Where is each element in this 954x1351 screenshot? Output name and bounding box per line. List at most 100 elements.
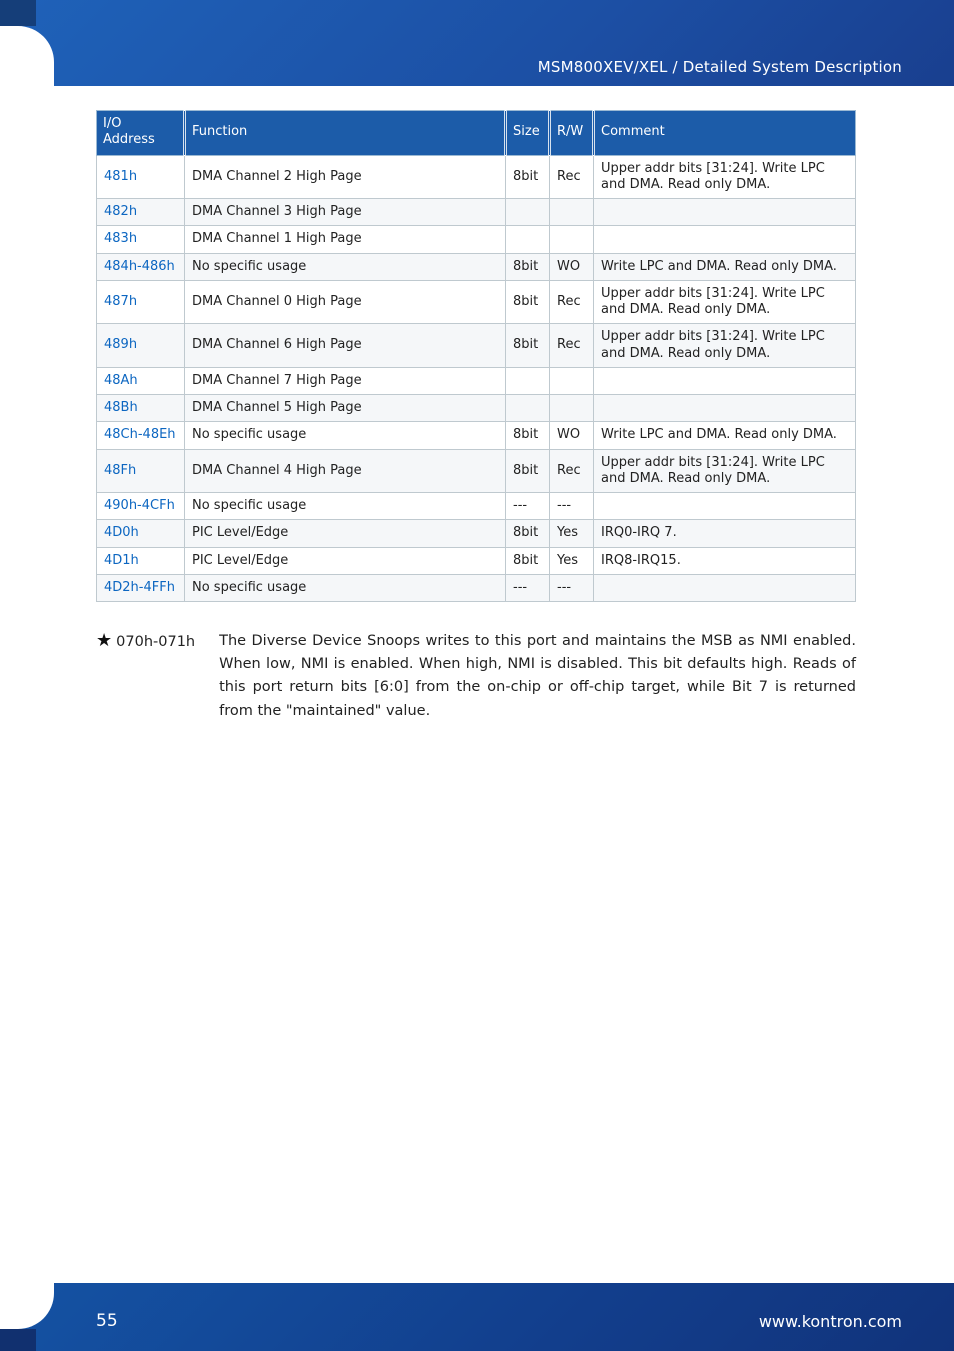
cell-function: No specific usage [185, 253, 506, 280]
cell-rw [550, 199, 594, 226]
cell-size: --- [506, 574, 550, 601]
cell-function: DMA Channel 0 High Page [185, 280, 506, 324]
cell-io-address: 48Fh [97, 449, 185, 493]
cell-function: DMA Channel 3 High Page [185, 199, 506, 226]
cell-size: 8bit [506, 547, 550, 574]
table-row: 48AhDMA Channel 7 High Page [97, 367, 856, 394]
cell-comment [594, 395, 856, 422]
cell-rw [550, 226, 594, 253]
table-row: 48BhDMA Channel 5 High Page [97, 395, 856, 422]
cell-size: 8bit [506, 253, 550, 280]
cell-comment: IRQ0-IRQ 7. [594, 520, 856, 547]
footnote-body: The Diverse Device Snoops writes to this… [219, 630, 856, 723]
cell-io-address: 489h [97, 324, 185, 368]
cell-size: --- [506, 493, 550, 520]
cell-size [506, 199, 550, 226]
footnote: ★070h-071h The Diverse Device Snoops wri… [96, 630, 856, 723]
star-icon: ★ [96, 630, 112, 651]
cell-comment [594, 493, 856, 520]
cell-io-address: 483h [97, 226, 185, 253]
table-row: 48Ch-48EhNo specific usage8bitWOWrite LP… [97, 422, 856, 449]
cell-function: DMA Channel 6 High Page [185, 324, 506, 368]
table-row: 481hDMA Channel 2 High Page8bitRecUpper … [97, 155, 856, 199]
cell-size [506, 395, 550, 422]
cell-rw: Yes [550, 520, 594, 547]
cell-rw [550, 367, 594, 394]
cell-size: 8bit [506, 520, 550, 547]
cell-rw: --- [550, 574, 594, 601]
cell-function: DMA Channel 7 High Page [185, 367, 506, 394]
cell-function: PIC Level/Edge [185, 520, 506, 547]
cell-comment: Upper addr bits [31:24]. Write LPC and D… [594, 324, 856, 368]
table-row: 48FhDMA Channel 4 High Page8bitRecUpper … [97, 449, 856, 493]
cell-io-address: 48Ah [97, 367, 185, 394]
cell-io-address: 4D1h [97, 547, 185, 574]
cell-comment: Write LPC and DMA. Read only DMA. [594, 422, 856, 449]
th-size: Size [506, 111, 550, 156]
table-row: 483hDMA Channel 1 High Page [97, 226, 856, 253]
footnote-ref: ★070h-071h [96, 630, 195, 654]
cell-size: 8bit [506, 280, 550, 324]
table-row: 490h-4CFhNo specific usage------ [97, 493, 856, 520]
header-spine [0, 0, 36, 26]
cell-rw: Rec [550, 449, 594, 493]
cell-size: 8bit [506, 324, 550, 368]
io-address-table: I/O Address Function Size R/W Comment 48… [96, 110, 856, 602]
cell-function: DMA Channel 4 High Page [185, 449, 506, 493]
cell-function: No specific usage [185, 493, 506, 520]
cell-rw: WO [550, 253, 594, 280]
cell-rw: Rec [550, 324, 594, 368]
cell-function: DMA Channel 2 High Page [185, 155, 506, 199]
cell-comment [594, 367, 856, 394]
table-row: 484h-486hNo specific usage8bitWOWrite LP… [97, 253, 856, 280]
cell-comment: Upper addr bits [31:24]. Write LPC and D… [594, 449, 856, 493]
cell-rw: Yes [550, 547, 594, 574]
table-row: 4D1hPIC Level/Edge8bitYesIRQ8-IRQ15. [97, 547, 856, 574]
th-io-address: I/O Address [97, 111, 185, 156]
cell-size [506, 367, 550, 394]
cell-rw [550, 395, 594, 422]
cell-comment [594, 574, 856, 601]
cell-comment: Upper addr bits [31:24]. Write LPC and D… [594, 155, 856, 199]
cell-io-address: 481h [97, 155, 185, 199]
cell-size [506, 226, 550, 253]
cell-comment [594, 199, 856, 226]
cell-comment: IRQ8-IRQ15. [594, 547, 856, 574]
table-row: 482hDMA Channel 3 High Page [97, 199, 856, 226]
cell-function: PIC Level/Edge [185, 547, 506, 574]
cell-rw: --- [550, 493, 594, 520]
cell-function: No specific usage [185, 422, 506, 449]
th-function: Function [185, 111, 506, 156]
cell-comment [594, 226, 856, 253]
cell-io-address: 4D0h [97, 520, 185, 547]
page-title: MSM800XEV/XEL / Detailed System Descript… [538, 58, 902, 76]
content-column: I/O Address Function Size R/W Comment 48… [96, 110, 856, 723]
footnote-ref-text: 070h-071h [116, 634, 195, 650]
cell-rw: Rec [550, 280, 594, 324]
footer-site: www.kontron.com [759, 1312, 902, 1331]
cell-function: DMA Channel 5 High Page [185, 395, 506, 422]
th-rw: R/W [550, 111, 594, 156]
cell-rw: Rec [550, 155, 594, 199]
cell-io-address: 484h-486h [97, 253, 185, 280]
table-header-row: I/O Address Function Size R/W Comment [97, 111, 856, 156]
cell-io-address: 490h-4CFh [97, 493, 185, 520]
cell-size: 8bit [506, 155, 550, 199]
table-row: 487hDMA Channel 0 High Page8bitRecUpper … [97, 280, 856, 324]
table-row: 4D2h-4FFhNo specific usage------ [97, 574, 856, 601]
cell-io-address: 482h [97, 199, 185, 226]
footer-spine [0, 1329, 36, 1351]
cell-io-address: 487h [97, 280, 185, 324]
page-number: 55 [96, 1311, 118, 1331]
cell-comment: Upper addr bits [31:24]. Write LPC and D… [594, 280, 856, 324]
cell-comment: Write LPC and DMA. Read only DMA. [594, 253, 856, 280]
cell-rw: WO [550, 422, 594, 449]
th-comment: Comment [594, 111, 856, 156]
table-row: 489hDMA Channel 6 High Page8bitRecUpper … [97, 324, 856, 368]
cell-io-address: 4D2h-4FFh [97, 574, 185, 601]
cell-size: 8bit [506, 449, 550, 493]
table-row: 4D0hPIC Level/Edge8bitYesIRQ0-IRQ 7. [97, 520, 856, 547]
cell-function: DMA Channel 1 High Page [185, 226, 506, 253]
cell-function: No specific usage [185, 574, 506, 601]
cell-io-address: 48Bh [97, 395, 185, 422]
